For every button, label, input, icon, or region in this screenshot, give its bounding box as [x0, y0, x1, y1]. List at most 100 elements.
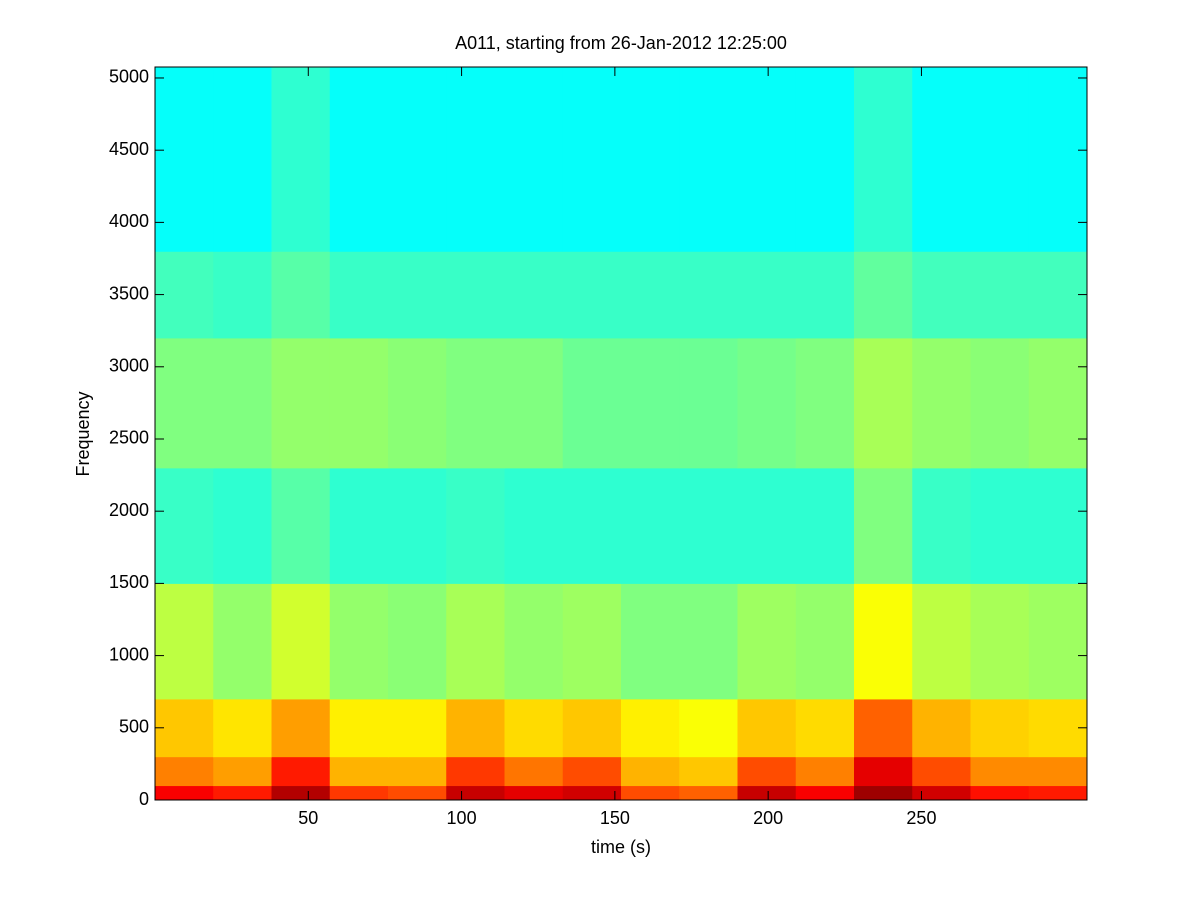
heatmap-cell — [679, 756, 738, 787]
heatmap-cell — [388, 251, 447, 339]
heatmap-cell — [562, 467, 622, 584]
heatmap-cell — [970, 756, 1030, 787]
heatmap-cell — [446, 251, 505, 339]
heatmap-cell — [1028, 467, 1088, 584]
heatmap-cell — [621, 785, 680, 801]
heatmap-cell — [621, 583, 680, 700]
heatmap-cell — [271, 785, 331, 801]
heatmap-cell — [446, 67, 505, 252]
y-axis-label: Frequency — [73, 391, 93, 476]
heatmap-cell — [795, 467, 855, 584]
heatmap-cell — [970, 251, 1030, 339]
heatmap-cell — [213, 756, 272, 787]
heatmap-cell — [970, 337, 1030, 469]
heatmap-cell — [737, 337, 797, 469]
heatmap-cell — [737, 785, 797, 801]
y-tick-label: 1000 — [109, 644, 149, 664]
heatmap-cell — [271, 337, 331, 469]
heatmap-cell — [1028, 785, 1088, 801]
y-tick-label: 1500 — [109, 572, 149, 592]
heatmap-cell — [737, 251, 797, 339]
heatmap-cell — [679, 337, 738, 469]
heatmap-cell — [155, 785, 214, 801]
heatmap-cell — [912, 251, 971, 339]
heatmap-cell — [912, 67, 971, 252]
heatmap-cell — [562, 251, 622, 339]
y-tick-label: 2000 — [109, 500, 149, 520]
heatmap-cell — [679, 583, 738, 700]
heatmap-cell — [795, 67, 855, 252]
heatmap-cell — [155, 67, 214, 252]
heatmap-cell — [388, 337, 447, 469]
heatmap-cell — [854, 251, 913, 339]
heatmap-cell — [446, 785, 505, 801]
heatmap — [155, 67, 1088, 801]
y-tick-label: 0 — [139, 789, 149, 809]
heatmap-cell — [679, 785, 738, 801]
y-tick-label: 2500 — [109, 428, 149, 448]
plot-frame — [154, 66, 1088, 801]
heatmap-cell — [679, 67, 738, 252]
x-tick-label: 250 — [906, 808, 936, 828]
x-tick-label: 200 — [753, 808, 783, 828]
y-tick-label: 5000 — [109, 67, 149, 87]
heatmap-cell — [213, 251, 272, 339]
heatmap-cell — [271, 756, 331, 787]
heatmap-cell — [504, 337, 564, 469]
heatmap-cell — [854, 67, 913, 252]
heatmap-cell — [504, 251, 564, 339]
heatmap-cell — [737, 698, 797, 758]
heatmap-cell — [970, 785, 1030, 801]
heatmap-cell — [621, 337, 680, 469]
y-tick-label: 3000 — [109, 356, 149, 376]
heatmap-cell — [329, 67, 389, 252]
heatmap-cell — [388, 756, 447, 787]
y-tick-label: 3500 — [109, 283, 149, 303]
heatmap-cell — [388, 698, 447, 758]
heatmap-cell — [970, 67, 1030, 252]
heatmap-cell — [329, 467, 389, 584]
heatmap-cell — [388, 785, 447, 801]
heatmap-cell — [621, 251, 680, 339]
heatmap-cell — [737, 67, 797, 252]
heatmap-cell — [737, 583, 797, 700]
heatmap-cell — [1028, 67, 1088, 252]
heatmap-cell — [271, 698, 331, 758]
heatmap-cell — [912, 583, 971, 700]
heatmap-cell — [271, 251, 331, 339]
heatmap-cell — [912, 698, 971, 758]
heatmap-cell — [271, 67, 331, 252]
heatmap-cell — [562, 756, 622, 787]
heatmap-cell — [912, 785, 971, 801]
heatmap-cell — [329, 251, 389, 339]
heatmap-cell — [970, 698, 1030, 758]
heatmap-cell — [446, 698, 505, 758]
heatmap-cell — [1028, 337, 1088, 469]
heatmap-cell — [854, 467, 913, 584]
heatmap-cell — [912, 756, 971, 787]
heatmap-cell — [213, 698, 272, 758]
heatmap-cell — [329, 583, 389, 700]
x-tick-label: 100 — [447, 808, 477, 828]
heatmap-cell — [155, 467, 214, 584]
heatmap-cell — [446, 467, 505, 584]
heatmap-cell — [329, 337, 389, 469]
heatmap-cell — [155, 251, 214, 339]
heatmap-cell — [1028, 583, 1088, 700]
heatmap-cell — [155, 583, 214, 700]
heatmap-cell — [388, 467, 447, 584]
heatmap-cell — [737, 467, 797, 584]
heatmap-cell — [271, 467, 331, 584]
heatmap-cell — [562, 337, 622, 469]
chart-title: A011, starting from 26-Jan-2012 12:25:00 — [455, 33, 787, 53]
heatmap-cell — [795, 251, 855, 339]
heatmap-cell — [213, 467, 272, 584]
heatmap-cell — [795, 337, 855, 469]
heatmap-cell — [504, 467, 564, 584]
heatmap-cell — [155, 756, 214, 787]
heatmap-cell — [679, 251, 738, 339]
heatmap-cell — [388, 583, 447, 700]
heatmap-cell — [329, 785, 389, 801]
heatmap-cell — [621, 756, 680, 787]
